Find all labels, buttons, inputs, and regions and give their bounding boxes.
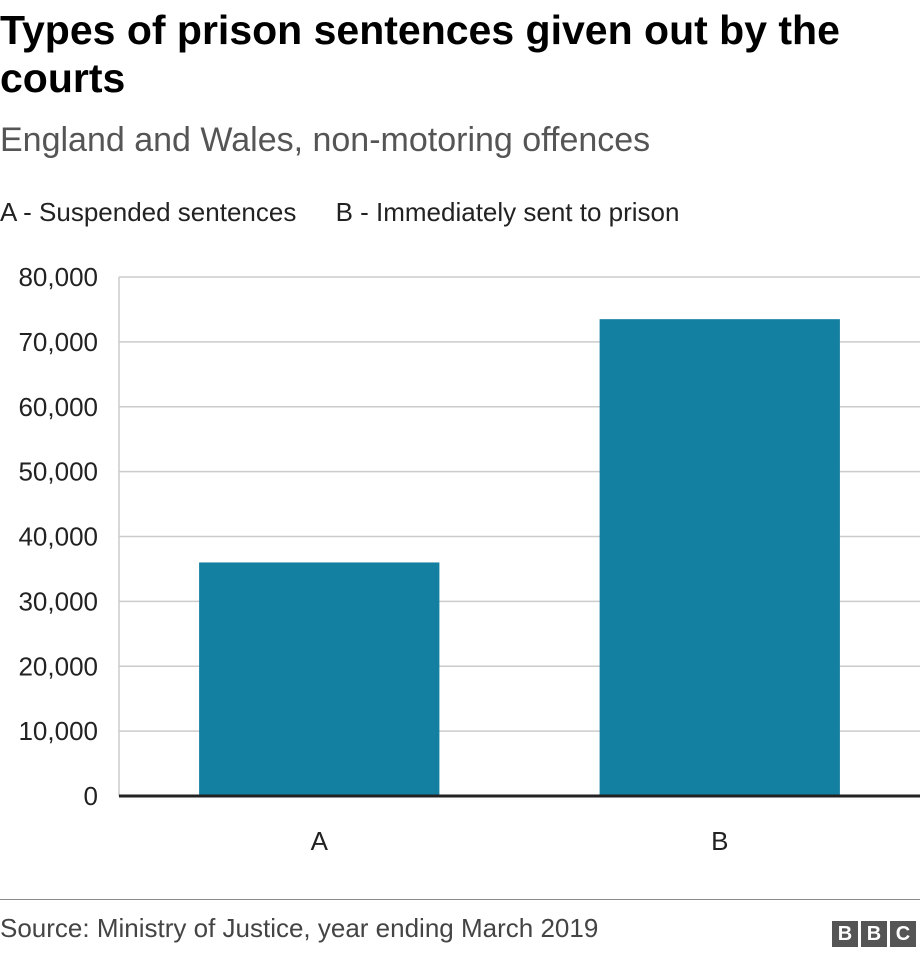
logo-letter-1: B <box>832 921 858 947</box>
y-tick-label: 80,000 <box>18 262 98 292</box>
logo-letter-2: B <box>861 921 887 947</box>
y-tick-label: 20,000 <box>18 651 98 681</box>
y-tick-label: 60,000 <box>18 392 98 422</box>
bar-b <box>599 319 840 796</box>
chart-subtitle: England and Wales, non-motoring offences <box>0 121 651 159</box>
y-tick-label: 50,000 <box>18 457 98 487</box>
source-note: Source: Ministry of Justice, year ending… <box>0 913 599 943</box>
y-tick-label: 70,000 <box>18 327 98 357</box>
y-tick-label: 0 <box>84 781 98 811</box>
y-tick-label: 40,000 <box>18 522 98 552</box>
bar-chart: 0 10,000 20,000 30,000 40,000 50,000 60,000 70,… <box>18 262 920 856</box>
y-axis: 0 10,000 20,000 30,000 40,000 50,000 60,000 70,… <box>18 262 98 811</box>
category-key: A - Suspended sentences B - Immediately … <box>0 196 679 228</box>
chart-title: Types of prison sentences given out by t… <box>0 7 840 101</box>
key-item-a: A - Suspended sentences <box>0 197 297 227</box>
bars <box>199 319 840 796</box>
bar-a <box>199 562 440 796</box>
y-tick-label: 10,000 <box>18 716 98 746</box>
y-tick-label: 30,000 <box>18 586 98 616</box>
footer-divider <box>0 899 920 900</box>
key-item-b: B - Immediately sent to prison <box>335 197 680 227</box>
logo-letter-3: C <box>890 921 916 947</box>
x-tick-label: B <box>711 826 728 856</box>
x-tick-label: A <box>311 826 329 856</box>
bbc-logo: B B C <box>832 921 916 947</box>
